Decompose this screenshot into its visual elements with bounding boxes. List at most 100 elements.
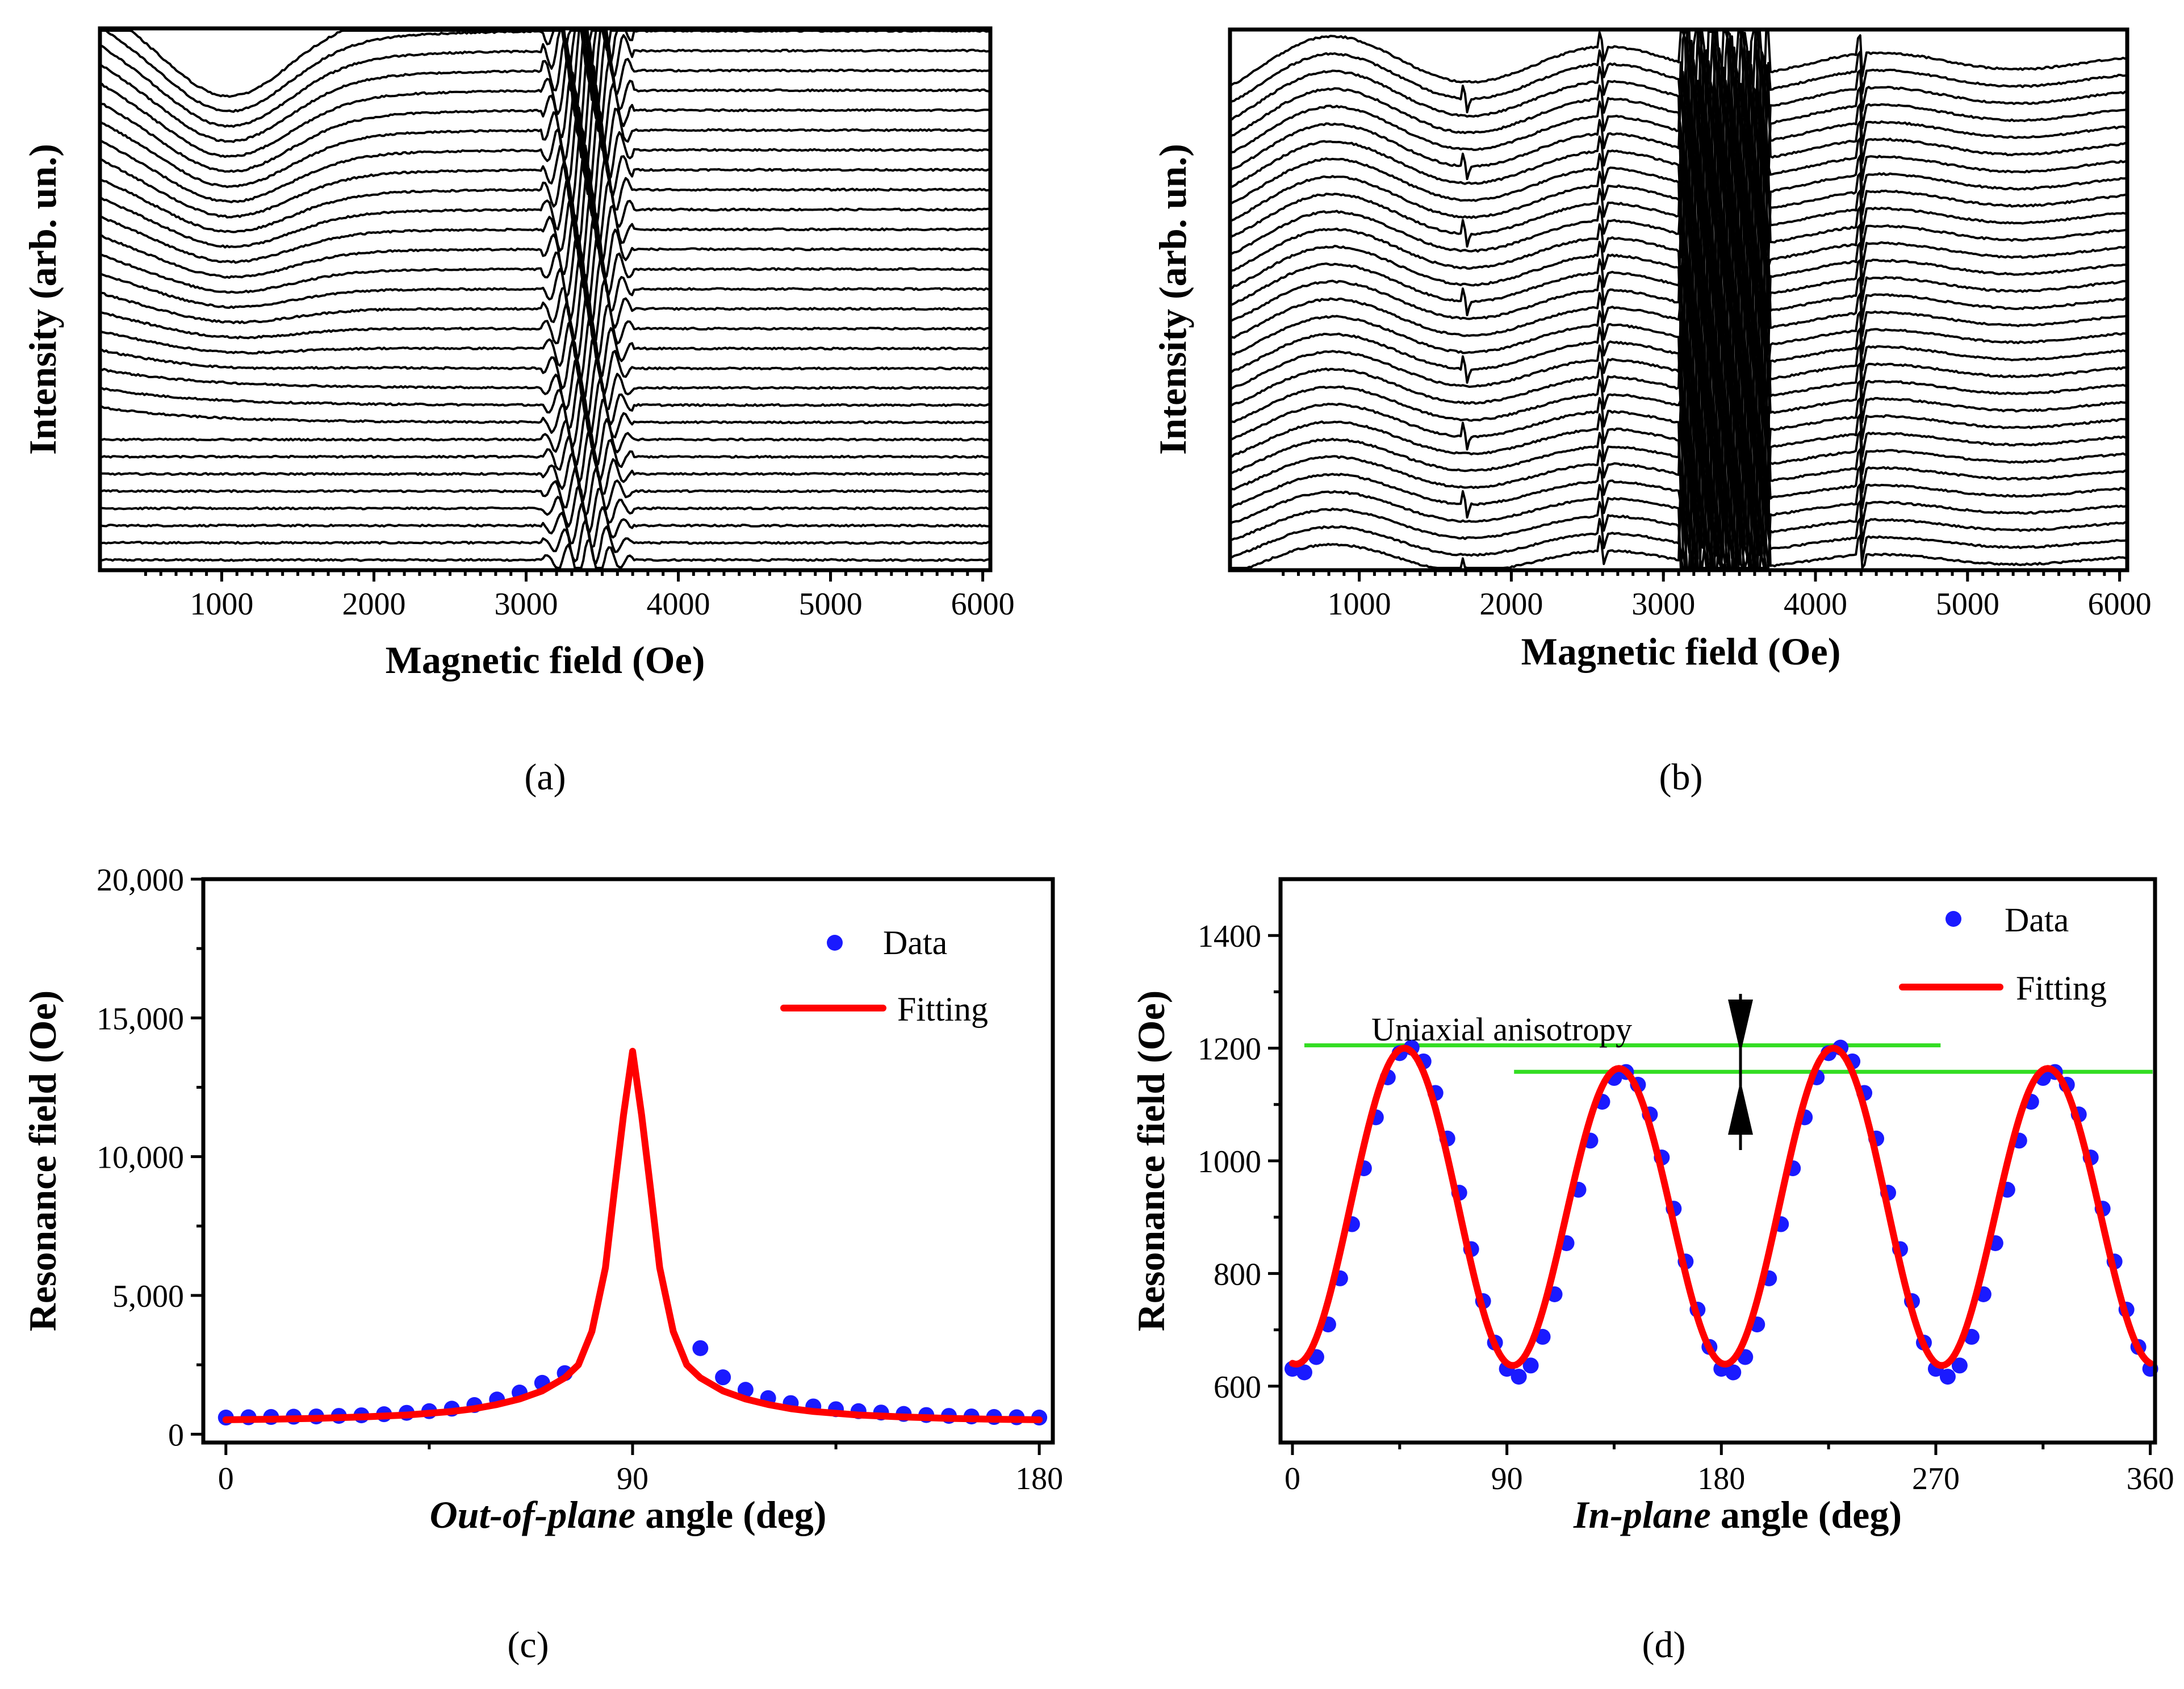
panel-a-trace [99,467,991,517]
panel-b-trace [1229,263,2128,424]
panel-c-legend-data-label: Data [883,924,947,961]
panel-a-y-axis-label: Intensity (arb. un.) [21,144,64,455]
panel-a-trace [99,484,991,533]
panel-d-data-point [1522,1357,1539,1374]
panel-c-x-axis-label-italic: Out-of-plane [430,1493,636,1536]
panel-d-x-tick-label: 360 [2127,1461,2174,1496]
panel-b-y-axis-label: Intensity (arb. un.) [1151,144,1194,455]
panel-a-x-tick-label: 2000 [342,587,405,622]
panel-a: 1000 2000 3000 4000 5000 6000 Magnetic field … [21,26,1015,798]
panel-a-trace [99,335,991,403]
panel-d-legend-fit-label: Fitting [2016,969,2107,1007]
panel-c-x-tick-label: 0 [218,1461,234,1496]
panel-a-trace [99,291,991,363]
panel-d-x-tick-label: 180 [1697,1461,1745,1496]
panel-b: 1000 2000 3000 4000 5000 6000 Magnetic field … [1151,27,2152,798]
panel-d-ticks: 0 90 180 270 360 600 800 1000 1200 1400 [1198,919,2174,1496]
panel-c-legend-data-marker [827,935,843,951]
panel-a-x-tick-label: 1000 [190,587,253,622]
panel-d-data-point [1725,1364,1742,1381]
panel-c-y-tick-label: 15,000 [97,1001,184,1036]
panel-a-axes-frame [98,26,993,572]
panel-a-trace [99,375,991,437]
panel-b-label: (b) [1659,756,1703,798]
panel-b-trace [1229,312,2128,475]
panel-b-trace [1229,31,2128,169]
panel-a-trace [99,391,991,452]
panel-b-trace [1230,486,2128,569]
panel-b-trace [1229,70,2128,237]
panel-a-trace [99,357,991,421]
panel-b-trace [1229,245,2128,406]
panel-d-x-tick-label: 90 [1491,1461,1523,1496]
panel-a-trace [100,30,990,98]
panel-c-y-tick-label: 10,000 [97,1140,184,1176]
panel-a-trace [99,211,991,290]
panel-a-x-tick-label: 6000 [951,587,1015,622]
panel-d-data-point [1939,1369,1956,1385]
panel-b-trace [1229,179,2128,340]
panel-b-trace [1229,345,2128,509]
panel-c-x-tick-label: 90 [617,1461,648,1496]
panel-b-x-tick-label: 3000 [1631,587,1695,622]
panel-d-x-tick-label: 0 [1285,1461,1300,1496]
panel-d-data-point [1951,1357,1968,1374]
panel-c-label-text: (c) [507,1624,549,1666]
panel-d-y-tick-label: 1200 [1198,1032,1261,1067]
panel-d-arrow-up-icon [1728,1081,1753,1135]
panel-d-y-tick-label: 1400 [1198,919,1261,954]
panel-d-fit-curve [1289,1044,2154,1369]
panel-b-trace [1229,400,2128,559]
panel-d-y-tick-label: 600 [1214,1370,1261,1405]
panel-a-trace [99,126,991,219]
panel-d-x-axis-label: In-plane angle (deg) [1573,1493,1902,1536]
panel-c-data-point [692,1340,709,1356]
panel-d-legend-data-marker [1945,911,1961,927]
panel-a-trace [99,107,991,203]
panel-c-data-point [715,1369,731,1386]
panel-c-plot-area [217,1048,1048,1426]
panel-a-trace [99,503,991,548]
panel-a-x-tick-label: 5000 [799,587,863,622]
panel-a-trace [99,538,991,569]
panel-d-label: (d) [1642,1624,1686,1666]
panel-a-trace [99,62,991,173]
panel-d-anisotropy-arrows [1728,994,1753,1150]
panel-c-y-tick-label: 0 [168,1418,184,1453]
panel-c-x-axis-label: Out-of-plane angle (deg) [430,1493,827,1536]
panel-b-x-axis-label: Magnetic field (Oe) [1521,630,1841,673]
panel-a-label-text: (a) [524,756,566,798]
panel-b-trace [1229,433,2128,569]
panel-a-trace [99,519,991,565]
panel-b-x-tick-label: 4000 [1784,587,1847,622]
panel-b-trace [1229,467,2128,569]
panel-d-data-point [1511,1369,1527,1385]
panel-b-x-tick-label: 2000 [1479,587,1543,622]
panel-d-x-axis-label-italic: In-plane [1573,1493,1711,1536]
panel-d: 0 90 180 270 360 600 800 1000 1200 1400 Uniaxial … [1129,877,2174,1666]
panel-d-x-tick-label: 270 [1912,1461,1960,1496]
panel-d-label-text: (d) [1642,1624,1686,1666]
panel-a-trace [99,271,991,346]
panel-d-plot-area [1284,1039,2158,1385]
panel-b-label-text: (b) [1659,756,1703,798]
panel-d-y-axis-label: Resonance field (Oe) [1129,990,1173,1332]
panel-a-traces [99,30,991,569]
panel-b-trace [1229,333,2128,493]
panel-b-x-tick-label: 6000 [2088,587,2152,622]
panel-c-x-axis-label-rest: angle (deg) [635,1493,826,1536]
panel-a-trace [99,409,990,467]
panel-c-fit-curve [222,1048,1043,1423]
panel-b-trace [1229,31,2128,186]
panel-b-x-tick-label: 1000 [1328,587,1391,622]
panel-a-trace [99,251,991,327]
panel-b-trace [1229,158,2128,322]
panel-d-arrow-down-icon [1728,1000,1753,1053]
panel-a-x-axis-label: Magnetic field (Oe) [386,638,705,682]
panel-a-trace [99,165,991,250]
panel-c-ticks: 0 90 180 0 5,000 10,000 15,000 20,000 [97,863,1063,1496]
panel-d-y-tick-label: 800 [1214,1257,1261,1292]
panel-d-data-point [1296,1364,1312,1381]
panel-b-x-ticks: 1000 2000 3000 4000 5000 6000 [1282,570,2152,622]
panel-d-annotation: Uniaxial anisotropy [1371,1011,1632,1048]
